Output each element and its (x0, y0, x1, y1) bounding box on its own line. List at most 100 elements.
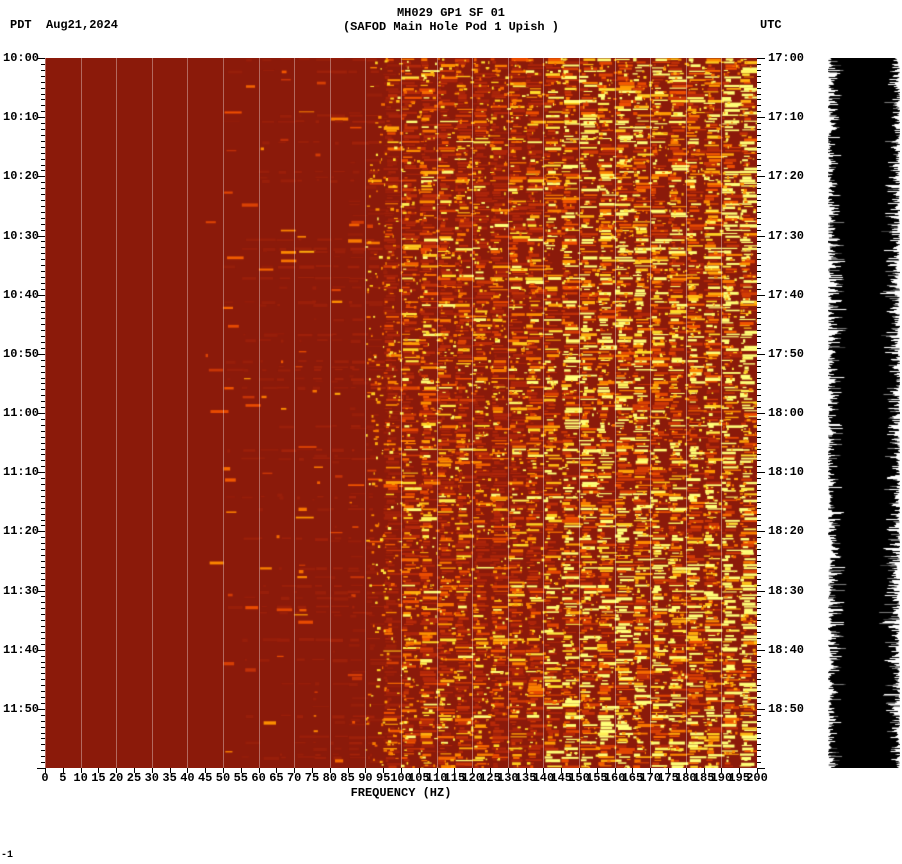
x-tick (205, 768, 206, 773)
left-time-label: 10:20 (3, 169, 39, 183)
right-tick (757, 537, 761, 538)
left-tick (41, 135, 45, 136)
right-tick (757, 756, 761, 757)
right-tick (757, 738, 761, 739)
right-tick (757, 472, 765, 473)
x-tick-label: 80 (323, 771, 337, 785)
right-tick (757, 318, 761, 319)
left-tick (41, 762, 45, 763)
x-tick (134, 768, 135, 773)
right-tick (757, 585, 761, 586)
x-tick-label: 50 (216, 771, 230, 785)
right-tick (757, 567, 761, 568)
left-tick (41, 372, 45, 373)
left-tick (41, 756, 45, 757)
left-tick (41, 170, 45, 171)
right-tick (757, 105, 761, 106)
x-tick-label: 200 (746, 771, 768, 785)
x-tick (116, 768, 117, 773)
right-time-axis: 17:0017:1017:2017:3017:4017:5018:0018:10… (760, 58, 820, 768)
left-tick (41, 514, 45, 515)
x-tick-label: 75 (305, 771, 319, 785)
left-tick (41, 691, 45, 692)
right-tick (757, 372, 761, 373)
x-tick (63, 768, 64, 773)
right-tick (757, 549, 761, 550)
left-tick (41, 697, 45, 698)
left-tick (41, 283, 45, 284)
x-tick-label: 55 (234, 771, 248, 785)
right-tick (757, 129, 761, 130)
right-tick (757, 667, 761, 668)
x-tick (597, 768, 598, 773)
left-tick (41, 277, 45, 278)
right-tick (757, 212, 761, 213)
x-tick (419, 768, 420, 773)
right-time-label: 18:10 (768, 465, 804, 479)
left-tick (41, 537, 45, 538)
left-tick (41, 632, 45, 633)
right-tick (757, 141, 761, 142)
right-tick (757, 750, 761, 751)
left-tick (41, 579, 45, 580)
gridline (259, 58, 260, 768)
right-tick (757, 419, 761, 420)
right-tick (757, 466, 761, 467)
right-tick (757, 656, 761, 657)
right-tick (757, 662, 761, 663)
right-tick (757, 679, 761, 680)
left-tick (41, 525, 45, 526)
left-tick (41, 715, 45, 716)
right-time-label: 18:00 (768, 406, 804, 420)
left-tick (41, 673, 45, 674)
left-tick (37, 176, 45, 177)
left-tick (41, 188, 45, 189)
left-tick (41, 348, 45, 349)
left-tick (41, 567, 45, 568)
left-tick (41, 230, 45, 231)
right-tick (757, 188, 761, 189)
x-tick (365, 768, 366, 773)
x-tick (668, 768, 669, 773)
left-tick (41, 620, 45, 621)
right-tick (757, 194, 761, 195)
right-tick (757, 277, 761, 278)
left-tick (41, 614, 45, 615)
left-tick (41, 224, 45, 225)
right-tick (757, 460, 761, 461)
right-tick (757, 454, 761, 455)
left-time-label: 11:20 (3, 524, 39, 538)
left-time-label: 11:40 (3, 643, 39, 657)
x-tick (704, 768, 705, 773)
right-tick (757, 76, 761, 77)
left-tick (41, 389, 45, 390)
gridline (45, 58, 46, 768)
right-tick (757, 620, 761, 621)
right-tick (757, 733, 761, 734)
right-tick (757, 360, 761, 361)
right-tick (757, 685, 761, 686)
left-tick (41, 360, 45, 361)
left-tick (41, 449, 45, 450)
x-tick (454, 768, 455, 773)
right-time-label: 18:50 (768, 702, 804, 716)
left-tick (41, 324, 45, 325)
right-tick (757, 94, 761, 95)
right-tick (757, 520, 761, 521)
right-tick (757, 182, 761, 183)
left-tick (37, 58, 45, 59)
right-tick (757, 170, 761, 171)
left-tick (41, 543, 45, 544)
gridline (721, 58, 722, 768)
right-tick (757, 608, 761, 609)
left-tick (41, 561, 45, 562)
x-tick (294, 768, 295, 773)
right-tick (757, 58, 765, 59)
right-tick (757, 431, 761, 432)
left-tick (41, 123, 45, 124)
right-tick (757, 395, 761, 396)
right-tick (757, 673, 761, 674)
left-tick (41, 383, 45, 384)
x-tick (330, 768, 331, 773)
left-tick (41, 490, 45, 491)
